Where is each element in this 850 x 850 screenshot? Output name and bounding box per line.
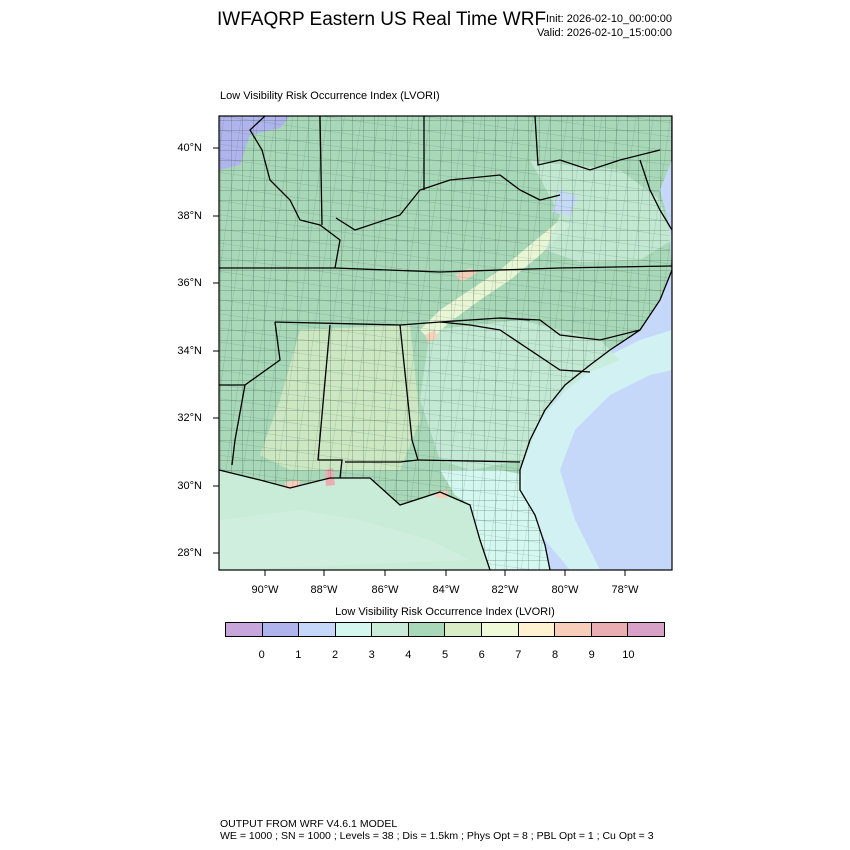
ga-sc-line <box>439 321 591 373</box>
lon-label-80w: 80°W <box>551 584 579 596</box>
delmarva-coast <box>639 159 672 231</box>
colorbar-tick-label: 1 <box>295 649 302 661</box>
footer-model-line: OUTPUT FROM WRF V4.6.1 MODEL <box>220 818 398 830</box>
colorbar-box-0 <box>226 623 263 636</box>
lon-label-90w: 90°W <box>251 584 279 596</box>
ms-al-line <box>317 324 343 479</box>
atlantic-nearshore <box>515 330 672 570</box>
il-in-line <box>319 116 323 226</box>
colorbar-box-11 <box>628 623 664 636</box>
colorbar-tick-label: 6 <box>478 649 485 661</box>
lon-label-86w: 86°W <box>371 584 399 596</box>
colorbar-box-10 <box>591 623 629 636</box>
lat-label-34n: 34°N <box>177 345 202 357</box>
colorbar-tick-label: 2 <box>331 649 339 661</box>
tn-ky-va-line <box>219 265 672 273</box>
colorbar-tick-label: 9 <box>588 649 595 661</box>
colorbar-tick-label: 4 <box>405 649 412 661</box>
ga-fl-line <box>417 459 521 463</box>
main-title: IWFAQRP Eastern US Real Time WRF <box>217 9 547 30</box>
colorbar-box-3 <box>335 623 373 636</box>
colorbar-tick-label: 5 <box>441 649 449 661</box>
lat-label-36n: 36°N <box>177 277 202 289</box>
axis-ticks <box>213 147 626 576</box>
colorbar-tick-label: 8 <box>551 649 559 661</box>
state-borders <box>219 116 672 570</box>
nc-sc-line <box>499 317 641 341</box>
valid-time: Valid: 2026-02-10_15:00:00 <box>537 27 672 39</box>
mississippi-river <box>249 116 341 269</box>
lat-label-40n: 40°N <box>177 142 202 154</box>
lat-label-28n: 28°N <box>177 547 202 559</box>
lon-label-84w: 84°W <box>432 584 460 596</box>
map-subtitle: Low Visibility Risk Occurrence Index (LV… <box>220 90 440 102</box>
colorbar-box-2 <box>299 623 336 636</box>
lon-label-78w: 78°W <box>611 584 639 596</box>
lat-label-30n: 30°N <box>177 480 202 492</box>
footer-config-line: WE = 1000 ; SN = 1000 ; Levels = 38 ; Di… <box>220 830 654 842</box>
colorbar <box>225 622 665 637</box>
colorbar-tick-label: 7 <box>515 649 522 661</box>
legend-title: Low Visibility Risk Occurrence Index (LV… <box>335 606 555 618</box>
county-lines-secondary <box>219 116 672 570</box>
colorbar-tick-label: 3 <box>368 649 375 661</box>
lon-label-82w: 82°W <box>491 584 519 596</box>
colorbar-tick-label: 0 <box>258 649 265 661</box>
lat-label-32n: 32°N <box>177 412 202 424</box>
colorbar-box-8 <box>518 623 556 636</box>
gulf-coastline <box>219 469 491 570</box>
lon-label-88w: 88°W <box>310 584 338 596</box>
colorbar-tick-label: 10 <box>622 649 635 661</box>
gulf-offshore <box>219 510 470 570</box>
colorbar-box-7 <box>482 623 519 636</box>
oh-pa-wv-line <box>534 116 661 171</box>
colorbar-box-4 <box>372 623 409 636</box>
lat-label-38n: 38°N <box>177 210 202 222</box>
colorbar-box-1 <box>262 623 300 636</box>
map-plot <box>219 116 672 570</box>
colorbar-box-6 <box>445 623 483 636</box>
colorbar-box-9 <box>555 623 592 636</box>
colorbar-box-5 <box>408 623 446 636</box>
init-time: Init: 2026-02-10_00:00:00 <box>546 13 672 25</box>
ohio-river <box>335 174 561 231</box>
